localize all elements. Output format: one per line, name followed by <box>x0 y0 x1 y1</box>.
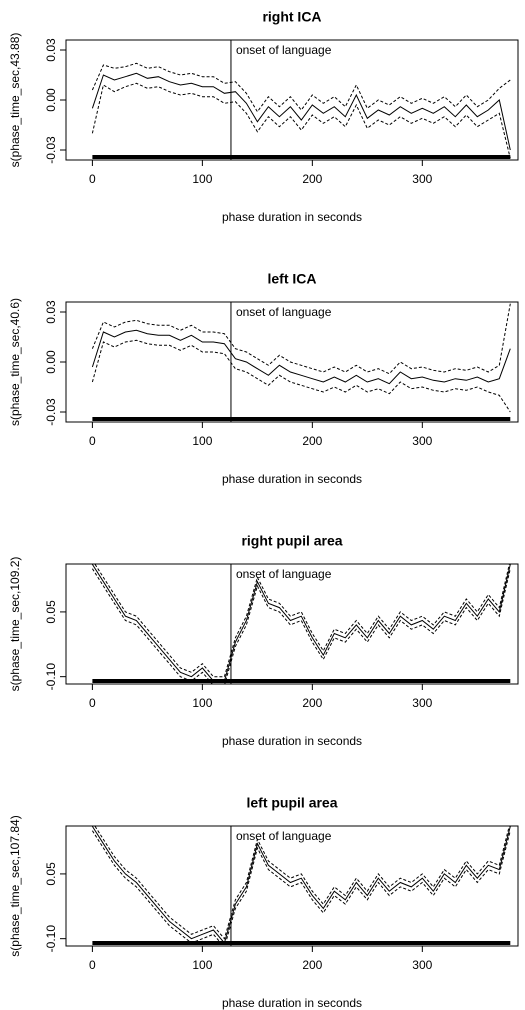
x-tick-label: 200 <box>302 434 322 448</box>
plot-area <box>91 564 511 684</box>
smooth-line <box>91 826 511 945</box>
y-tick-label: -0.10 <box>44 925 58 953</box>
plot-area <box>91 62 511 159</box>
y-axis-label: s(phase_time_sec,43.88) <box>8 33 22 168</box>
onset-label: onset of language <box>236 305 332 319</box>
panel-title: right pupil area <box>241 533 342 549</box>
rug <box>92 155 511 159</box>
x-axis-label: phase duration in seconds <box>222 996 362 1010</box>
y-tick-label: -0.10 <box>44 663 58 691</box>
confidence-band <box>91 339 511 413</box>
rug <box>92 417 511 421</box>
plot-area <box>91 826 511 946</box>
smooth-line <box>91 564 511 682</box>
x-tick-label: 200 <box>302 958 322 972</box>
y-axis-label: s(phase_time_sec,40.6) <box>8 298 22 426</box>
x-tick-label: 300 <box>412 434 432 448</box>
onset-label: onset of language <box>236 567 332 581</box>
x-tick-label: 0 <box>89 434 96 448</box>
confidence-band <box>91 568 511 684</box>
y-tick-label: 0.03 <box>44 38 58 62</box>
confidence-band <box>91 830 511 946</box>
panel-title: right ICA <box>262 9 321 25</box>
smooth-line <box>91 329 511 385</box>
x-tick-label: 300 <box>412 958 432 972</box>
x-tick-label: 200 <box>302 696 322 710</box>
x-tick-label: 300 <box>412 172 432 186</box>
confidence-band <box>94 564 510 678</box>
y-tick-label: 0.05 <box>44 862 58 886</box>
x-tick-label: 0 <box>89 958 96 972</box>
panel-title: left ICA <box>268 271 317 287</box>
y-tick-label: 0.00 <box>44 88 58 112</box>
panel-title: left pupil area <box>246 795 337 811</box>
confidence-band <box>94 826 510 940</box>
y-tick-label: 0.05 <box>44 600 58 624</box>
confidence-band <box>91 82 511 159</box>
x-axis-label: phase duration in seconds <box>222 734 362 748</box>
smooth-line <box>91 72 511 151</box>
y-tick-label: 0.00 <box>44 350 58 374</box>
x-axis-label: phase duration in seconds <box>222 472 362 486</box>
x-tick-label: 100 <box>192 434 212 448</box>
rug <box>92 941 511 945</box>
x-axis-label: phase duration in seconds <box>222 210 362 224</box>
x-tick-label: 0 <box>89 696 96 710</box>
onset-label: onset of language <box>236 829 332 843</box>
y-tick-label: -0.03 <box>44 136 58 164</box>
x-tick-label: 100 <box>192 958 212 972</box>
plot-frame <box>65 825 519 947</box>
y-tick-label: 0.03 <box>44 300 58 324</box>
x-tick-label: 200 <box>302 172 322 186</box>
y-axis-label: s(phase_time_sec,107.84) <box>8 815 22 956</box>
plot-frame <box>65 563 519 685</box>
y-axis-label: s(phase_time_sec,109.2) <box>8 557 22 692</box>
x-tick-label: 0 <box>89 172 96 186</box>
x-tick-label: 100 <box>192 696 212 710</box>
y-tick-label: -0.03 <box>44 398 58 426</box>
x-tick-label: 300 <box>412 696 432 710</box>
rug <box>92 679 511 683</box>
onset-label: onset of language <box>236 43 332 57</box>
confidence-band <box>91 303 511 375</box>
plot-frame <box>65 39 519 161</box>
plot-area <box>91 303 511 421</box>
x-tick-label: 100 <box>192 172 212 186</box>
